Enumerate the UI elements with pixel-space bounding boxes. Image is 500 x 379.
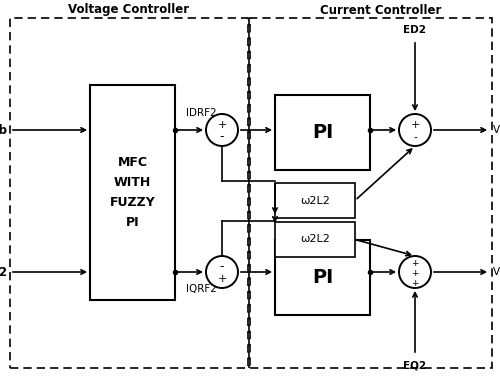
Bar bbox=[10, 18, 248, 368]
Text: PI: PI bbox=[312, 268, 333, 287]
Text: EQ2: EQ2 bbox=[404, 360, 426, 370]
Text: IDRF2: IDRF2 bbox=[186, 108, 217, 118]
Text: Current Controller: Current Controller bbox=[320, 3, 442, 17]
Text: VD2: VD2 bbox=[493, 125, 500, 135]
Circle shape bbox=[206, 114, 238, 146]
Text: -: - bbox=[220, 130, 224, 144]
Bar bbox=[90, 85, 175, 300]
Text: PI: PI bbox=[312, 123, 333, 142]
Text: Voltage Controller: Voltage Controller bbox=[68, 3, 190, 17]
Text: +: + bbox=[411, 268, 419, 277]
Text: +: + bbox=[218, 274, 226, 284]
Text: +: + bbox=[411, 279, 419, 288]
Circle shape bbox=[206, 256, 238, 288]
Bar bbox=[275, 183, 355, 218]
Text: ED2: ED2 bbox=[404, 25, 426, 35]
Bar bbox=[275, 240, 370, 315]
Text: +: + bbox=[411, 258, 419, 268]
Circle shape bbox=[399, 256, 431, 288]
Text: IQRF2: IQRF2 bbox=[186, 284, 217, 294]
Text: -: - bbox=[220, 260, 224, 274]
Text: PI: PI bbox=[126, 216, 140, 229]
Text: VQ2: VQ2 bbox=[493, 267, 500, 277]
Bar bbox=[275, 222, 355, 257]
Text: ω2L2: ω2L2 bbox=[300, 235, 330, 244]
Bar bbox=[250, 18, 492, 368]
Text: Pb: Pb bbox=[0, 124, 8, 136]
Text: FUZZY: FUZZY bbox=[110, 196, 156, 209]
Bar bbox=[275, 95, 370, 170]
Text: Q2: Q2 bbox=[0, 266, 8, 279]
Circle shape bbox=[399, 114, 431, 146]
Text: +: + bbox=[410, 120, 420, 130]
Text: WITH: WITH bbox=[114, 176, 151, 189]
Text: ω2L2: ω2L2 bbox=[300, 196, 330, 205]
Text: MFC: MFC bbox=[118, 156, 148, 169]
Text: +: + bbox=[218, 120, 226, 130]
Text: -: - bbox=[413, 132, 417, 142]
